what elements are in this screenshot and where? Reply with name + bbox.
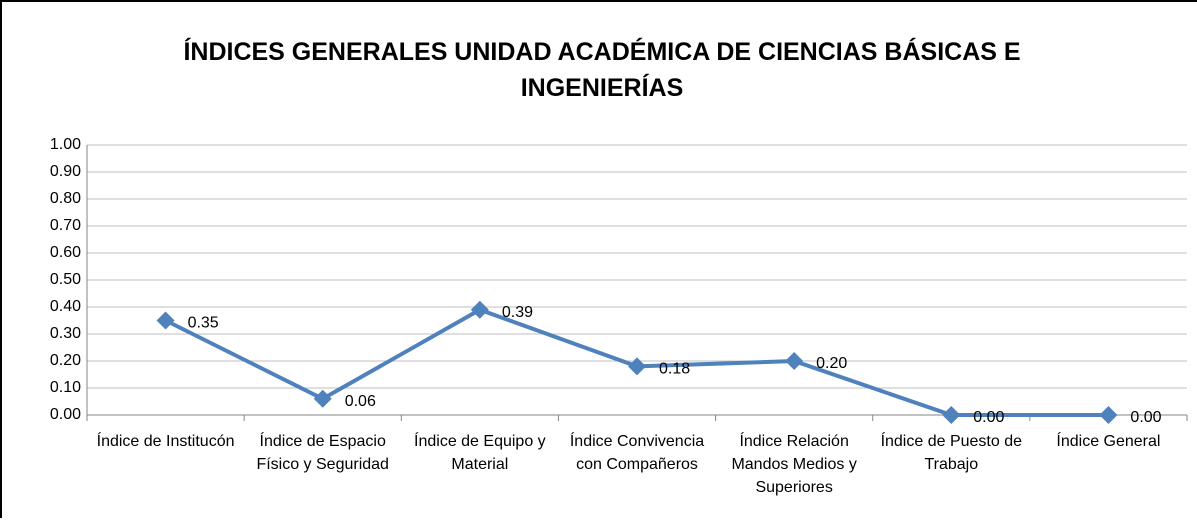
y-tick-label: 0.20 xyxy=(50,352,81,369)
data-point xyxy=(628,357,646,376)
data-label: 0.18 xyxy=(659,361,690,378)
data-label: 0.39 xyxy=(502,304,533,321)
y-tick-label: 0.00 xyxy=(50,406,81,423)
y-tick-label: 0.40 xyxy=(50,298,81,315)
data-point xyxy=(785,352,804,370)
y-tick-label: 0.50 xyxy=(50,271,81,288)
data-label: 0.00 xyxy=(1130,409,1161,426)
x-tick-label: Índice de Equipo y Material xyxy=(414,433,546,473)
data-label: 0.35 xyxy=(188,315,219,332)
x-tick-label: Índice de Espacio Físico y Seguridad xyxy=(256,433,389,473)
data-label: 0.06 xyxy=(345,393,376,410)
data-label: 0.00 xyxy=(973,409,1004,426)
data-point xyxy=(942,406,961,424)
data-point xyxy=(313,389,332,408)
y-tick-label: 0.60 xyxy=(50,244,81,261)
data-point xyxy=(156,311,175,330)
x-tick-label: Índice Convivencia con Compañeros xyxy=(569,433,705,473)
x-tick-label: Índice Relación Mandos Medios y Superior… xyxy=(731,433,857,496)
data-point xyxy=(1099,406,1118,424)
y-tick-label: 0.10 xyxy=(50,379,81,396)
data-label: 0.20 xyxy=(816,355,847,372)
x-tick-label: Índice de Institucón xyxy=(96,433,235,450)
data-point xyxy=(470,300,489,319)
y-tick-label: 0.70 xyxy=(50,217,81,234)
y-tick-label: 0.90 xyxy=(50,163,81,180)
y-tick-label: 1.00 xyxy=(50,136,81,153)
y-tick-label: 0.80 xyxy=(50,190,81,207)
x-tick-label: Índice de Puesto de Trabajo xyxy=(880,433,1022,473)
y-tick-label: 0.30 xyxy=(50,325,81,342)
x-tick-label: Índice General xyxy=(1056,433,1161,450)
chart-title: ÍNDICES GENERALES UNIDAD ACADÉMICA DE CI… xyxy=(183,38,1021,102)
